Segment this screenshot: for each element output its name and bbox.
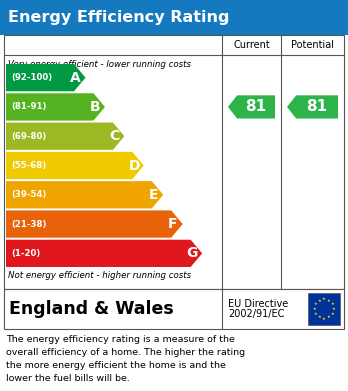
Bar — [4, 35, 344, 289]
Text: EU Directive: EU Directive — [228, 299, 288, 309]
Text: (55-68): (55-68) — [11, 161, 46, 170]
Text: Energy Efficiency Rating: Energy Efficiency Rating — [8, 10, 229, 25]
Polygon shape — [6, 93, 105, 120]
Text: B: B — [90, 100, 101, 114]
Text: ★: ★ — [331, 302, 334, 306]
Text: ★: ★ — [332, 307, 335, 311]
Bar — [308, 293, 340, 325]
Text: (39-54): (39-54) — [11, 190, 46, 199]
Text: ★: ★ — [317, 315, 321, 319]
Polygon shape — [6, 64, 86, 91]
Polygon shape — [6, 240, 202, 267]
Text: Not energy efficient - higher running costs: Not energy efficient - higher running co… — [8, 271, 191, 280]
Text: ★: ★ — [314, 312, 318, 316]
Text: 81: 81 — [307, 99, 328, 115]
Text: 2002/91/EC: 2002/91/EC — [228, 309, 284, 319]
FancyBboxPatch shape — [0, 0, 348, 35]
Text: ★: ★ — [322, 317, 326, 321]
Text: ★: ★ — [313, 307, 316, 311]
Text: Current: Current — [233, 40, 270, 50]
Text: ★: ★ — [314, 302, 318, 306]
Text: F: F — [168, 217, 178, 231]
Polygon shape — [6, 152, 144, 179]
Text: The energy efficiency rating is a measure of the
overall efficiency of a home. T: The energy efficiency rating is a measur… — [6, 335, 245, 382]
Polygon shape — [6, 181, 163, 208]
Text: (1-20): (1-20) — [11, 249, 40, 258]
Text: ★: ★ — [317, 299, 321, 303]
Polygon shape — [6, 122, 124, 150]
Text: 81: 81 — [246, 99, 267, 115]
Text: (21-38): (21-38) — [11, 220, 46, 229]
Bar — [4, 289, 344, 329]
Text: D: D — [128, 158, 140, 172]
Polygon shape — [287, 95, 338, 118]
Text: ★: ★ — [327, 315, 331, 319]
Text: G: G — [187, 246, 198, 260]
Text: Potential: Potential — [291, 40, 334, 50]
Text: ★: ★ — [322, 298, 326, 301]
Text: ★: ★ — [327, 299, 331, 303]
Text: England & Wales: England & Wales — [9, 300, 174, 318]
Text: ★: ★ — [331, 312, 334, 316]
Text: (69-80): (69-80) — [11, 132, 46, 141]
Polygon shape — [6, 210, 183, 238]
Text: (92-100): (92-100) — [11, 73, 52, 82]
Text: E: E — [149, 188, 158, 202]
Text: (81-91): (81-91) — [11, 102, 46, 111]
Text: Very energy efficient - lower running costs: Very energy efficient - lower running co… — [8, 60, 191, 69]
Text: C: C — [110, 129, 120, 143]
Text: A: A — [70, 71, 81, 84]
Polygon shape — [228, 95, 275, 118]
